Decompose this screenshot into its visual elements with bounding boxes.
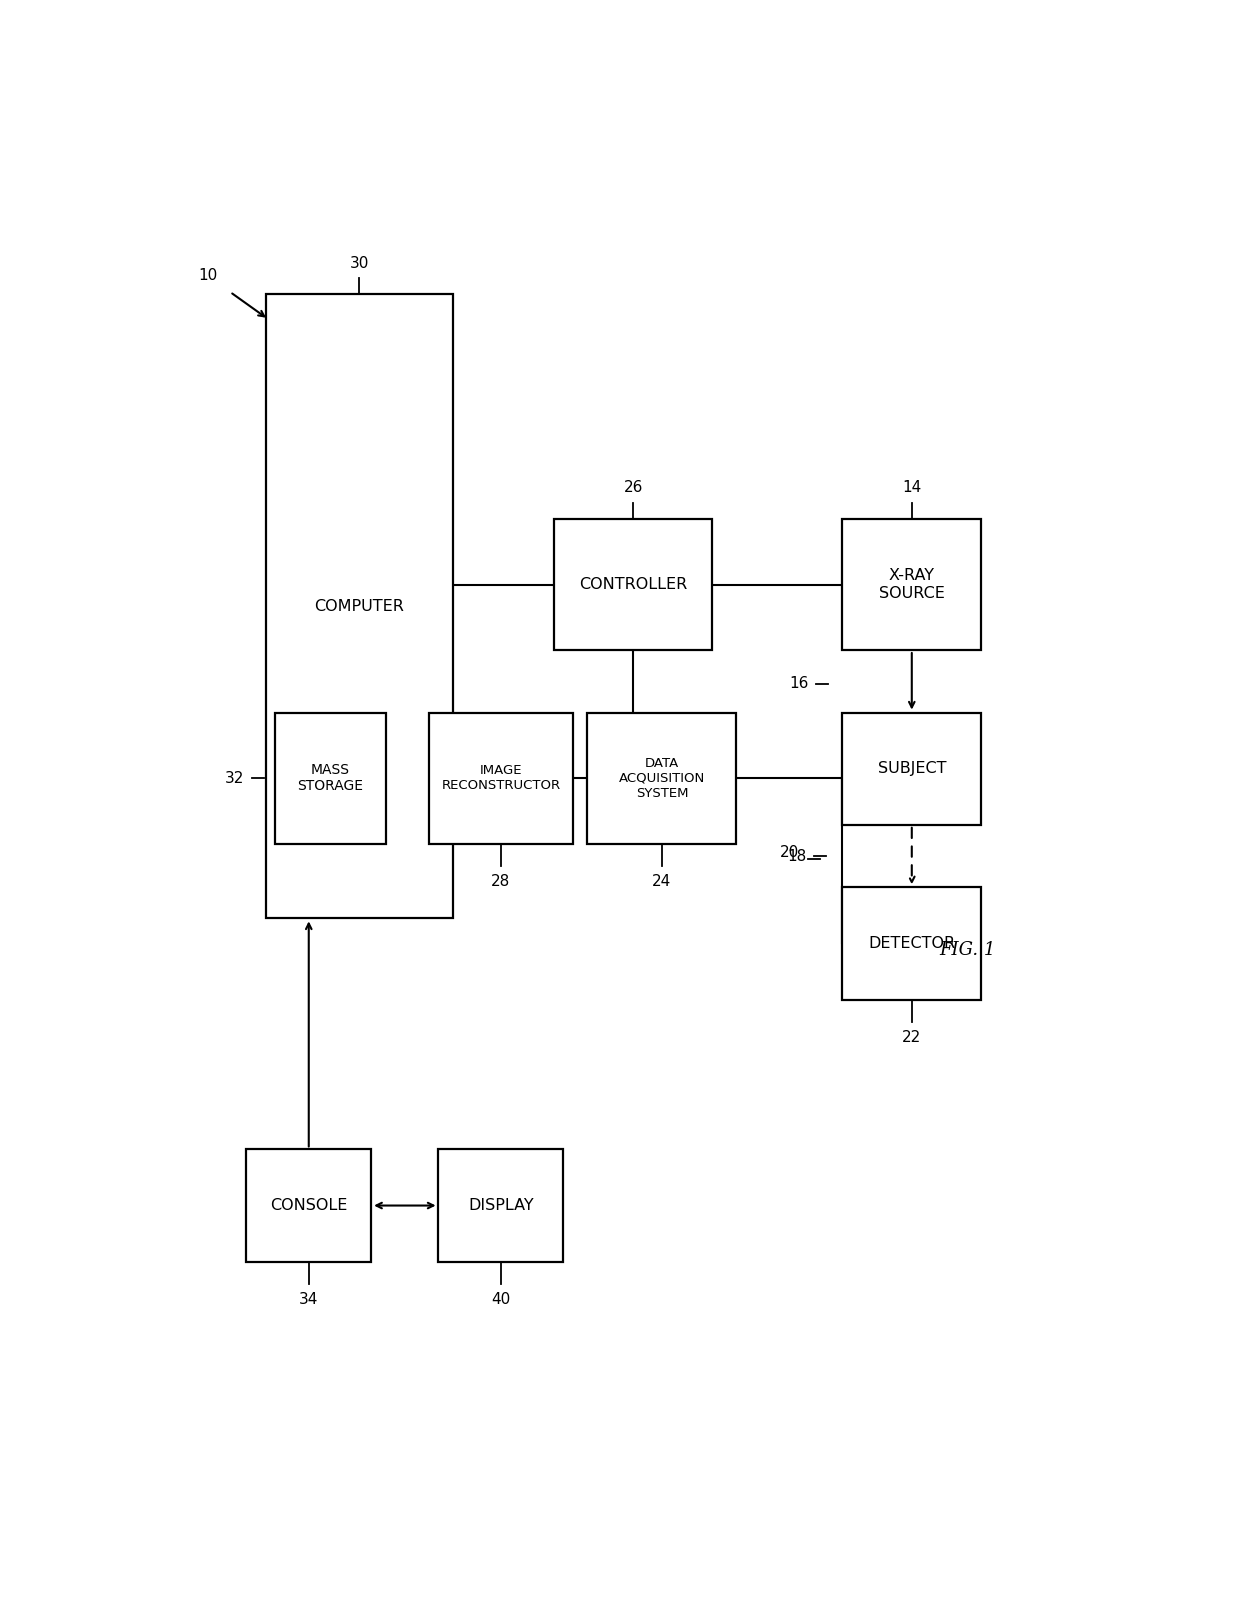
Text: 16: 16 [789,676,808,691]
Text: 28: 28 [491,874,511,888]
Text: 40: 40 [491,1292,511,1307]
Text: CONSOLE: CONSOLE [270,1198,347,1213]
Text: IMAGE
RECONSTRUCTOR: IMAGE RECONSTRUCTOR [441,763,560,793]
FancyBboxPatch shape [588,713,737,843]
FancyBboxPatch shape [247,1149,371,1261]
Text: CONTROLLER: CONTROLLER [579,577,687,592]
Text: 22: 22 [903,1029,921,1044]
FancyBboxPatch shape [439,1149,563,1261]
Text: 26: 26 [624,480,642,496]
Text: DISPLAY: DISPLAY [469,1198,533,1213]
Text: DETECTOR: DETECTOR [868,935,955,952]
Text: MASS
STORAGE: MASS STORAGE [298,763,363,793]
FancyBboxPatch shape [842,713,982,825]
FancyBboxPatch shape [275,713,386,843]
Text: 14: 14 [903,480,921,496]
FancyBboxPatch shape [842,519,982,650]
Text: 24: 24 [652,874,672,888]
FancyBboxPatch shape [554,519,712,650]
Text: 20: 20 [780,845,799,859]
Text: SUBJECT: SUBJECT [878,762,946,776]
Text: COMPUTER: COMPUTER [314,598,404,614]
Text: 34: 34 [299,1292,319,1307]
Text: 18: 18 [787,848,806,864]
Text: 30: 30 [350,256,370,271]
Text: DATA
ACQUISITION
SYSTEM: DATA ACQUISITION SYSTEM [619,757,706,799]
FancyBboxPatch shape [265,295,453,919]
Text: 10: 10 [198,267,217,284]
Text: 32: 32 [226,770,244,786]
Text: FIG. 1: FIG. 1 [939,940,996,958]
FancyBboxPatch shape [429,713,573,843]
FancyBboxPatch shape [842,887,982,1000]
Text: X-RAY
SOURCE: X-RAY SOURCE [879,569,945,601]
